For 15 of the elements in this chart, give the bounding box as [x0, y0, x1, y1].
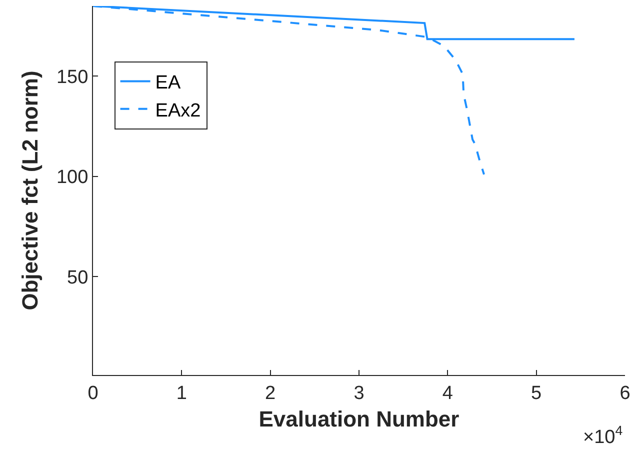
x-tick-label: 0 — [88, 382, 98, 404]
x-axis-title: Evaluation Number — [258, 406, 460, 432]
x-tick-label: 4 — [442, 382, 454, 404]
x-tick-label: 6 — [620, 382, 630, 404]
x-tick-label: 5 — [531, 382, 542, 404]
text: ×10$^{4}$ — [583, 423, 623, 448]
y-tick-label: 100 — [56, 167, 88, 188]
y-axis-title: Objective fct (L2 norm) — [17, 70, 42, 310]
x-tick-label: 3 — [354, 382, 364, 404]
x-tick-label: 1 — [176, 382, 187, 404]
y-tick-label: 50 — [67, 267, 88, 288]
legend-label: EA — [155, 72, 181, 94]
y-tick-label: 150 — [56, 66, 88, 88]
legend-label: EAx2 — [155, 100, 201, 122]
x-tick-label: 2 — [265, 382, 276, 404]
